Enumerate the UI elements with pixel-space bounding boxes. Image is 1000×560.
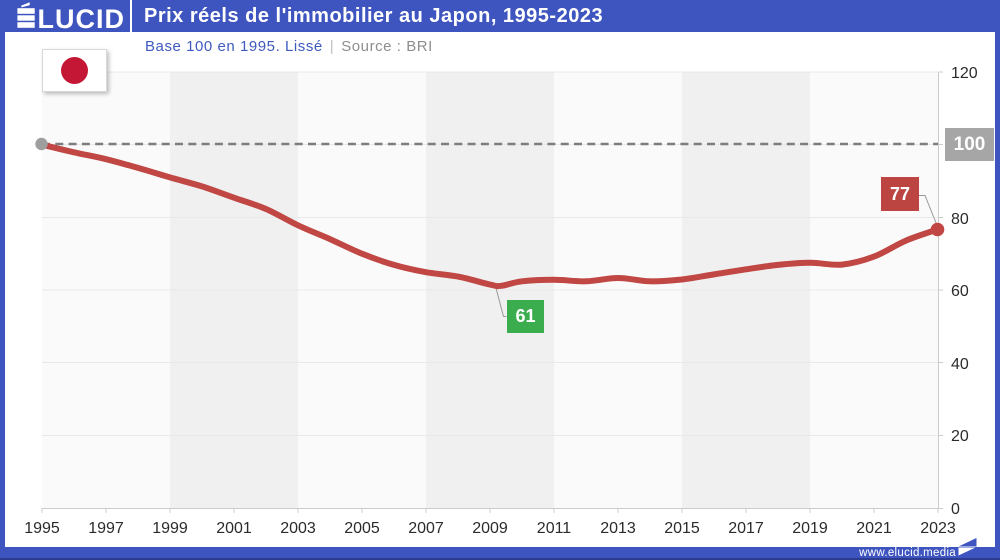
svg-text:LUCID: LUCID <box>38 4 126 32</box>
